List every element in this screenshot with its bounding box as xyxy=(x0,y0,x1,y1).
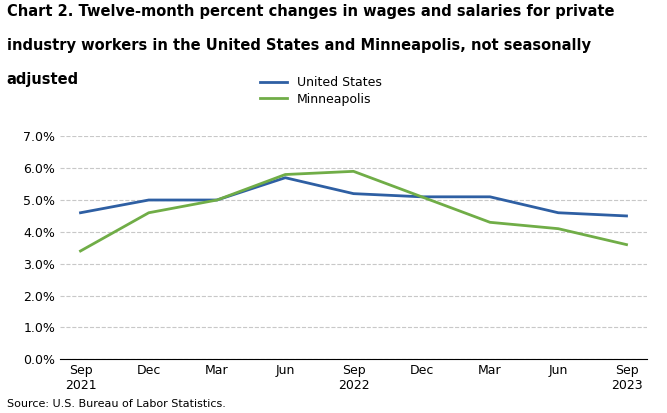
Text: industry workers in the United States and Minneapolis, not seasonally: industry workers in the United States an… xyxy=(7,38,591,53)
Text: Source: U.S. Bureau of Labor Statistics.: Source: U.S. Bureau of Labor Statistics. xyxy=(7,399,225,409)
Text: adjusted: adjusted xyxy=(7,72,79,87)
Legend: United States, Minneapolis: United States, Minneapolis xyxy=(259,76,382,106)
Text: Chart 2. Twelve-month percent changes in wages and salaries for private: Chart 2. Twelve-month percent changes in… xyxy=(7,4,614,19)
